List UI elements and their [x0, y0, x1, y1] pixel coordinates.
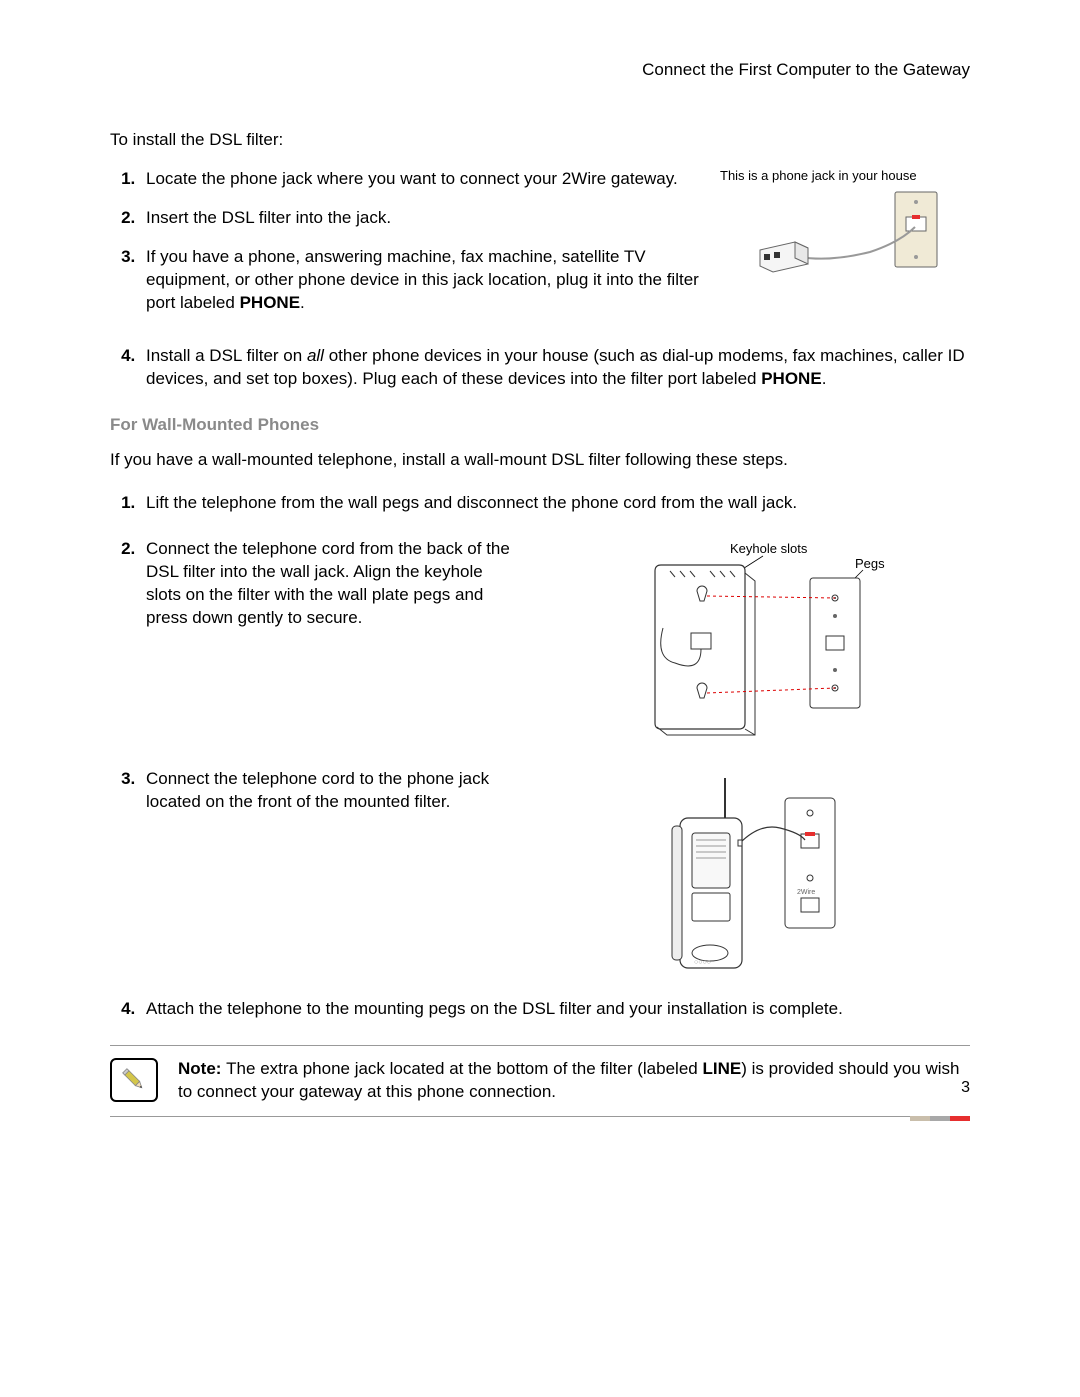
wall-step-2: Connect the telephone cord from the back… — [140, 538, 520, 630]
wall-mount-figure: Keyhole slots Pegs — [540, 538, 970, 738]
wall-step-4-list: Attach the telephone to the mounting peg… — [110, 998, 970, 1021]
wall-step-1: Lift the telephone from the wall pegs an… — [140, 492, 970, 515]
intro-text: To install the DSL filter: — [110, 130, 970, 150]
footer-seg-2 — [930, 1116, 950, 1121]
step-4: Install a DSL filter on all other phone … — [140, 345, 970, 391]
footer-seg-3 — [950, 1116, 970, 1121]
wall-intro: If you have a wall-mounted telephone, in… — [110, 449, 970, 472]
page-number: 3 — [961, 1079, 970, 1097]
footer-color-bar — [910, 1116, 970, 1121]
wall-mount-svg: Keyhole slots Pegs — [615, 538, 895, 738]
wall-step-2-list: Connect the telephone cord from the back… — [110, 538, 520, 646]
install-steps-list-cont: Install a DSL filter on all other phone … — [110, 345, 970, 391]
phone-mount-svg: ○○○○ 2Wire — [630, 768, 880, 978]
note-block: Note: The extra phone jack located at th… — [110, 1045, 970, 1117]
subheading-wall-mounted: For Wall-Mounted Phones — [110, 415, 970, 435]
fig2-label-keyhole: Keyhole slots — [730, 541, 808, 556]
step-3: If you have a phone, answering machine, … — [140, 246, 710, 315]
pencil-icon — [120, 1066, 148, 1094]
phone-jack-svg — [720, 187, 950, 287]
phone-jack-figure: This is a phone jack in your house — [720, 168, 970, 292]
install-steps-list: Locate the phone jack where you want to … — [110, 168, 710, 331]
wall-steps-list: Lift the telephone from the wall pegs an… — [110, 492, 970, 515]
footer-seg-1 — [910, 1116, 930, 1121]
step-2: Insert the DSL filter into the jack. — [140, 207, 710, 230]
note-text: Note: The extra phone jack located at th… — [178, 1058, 970, 1104]
wall-step-3-list: Connect the telephone cord to the phone … — [110, 768, 520, 830]
figure1-caption: This is a phone jack in your house — [720, 168, 970, 183]
note-icon — [110, 1058, 158, 1102]
step-1: Locate the phone jack where you want to … — [140, 168, 710, 191]
svg-text:2Wire: 2Wire — [797, 889, 815, 896]
wall-step-3: Connect the telephone cord to the phone … — [140, 768, 520, 814]
section-header: Connect the First Computer to the Gatewa… — [110, 60, 970, 80]
phone-mount-figure: ○○○○ 2Wire — [540, 768, 970, 978]
svg-text:○○○○: ○○○○ — [694, 959, 711, 966]
fig2-label-pegs: Pegs — [855, 556, 885, 571]
wall-step-4: Attach the telephone to the mounting peg… — [140, 998, 970, 1021]
